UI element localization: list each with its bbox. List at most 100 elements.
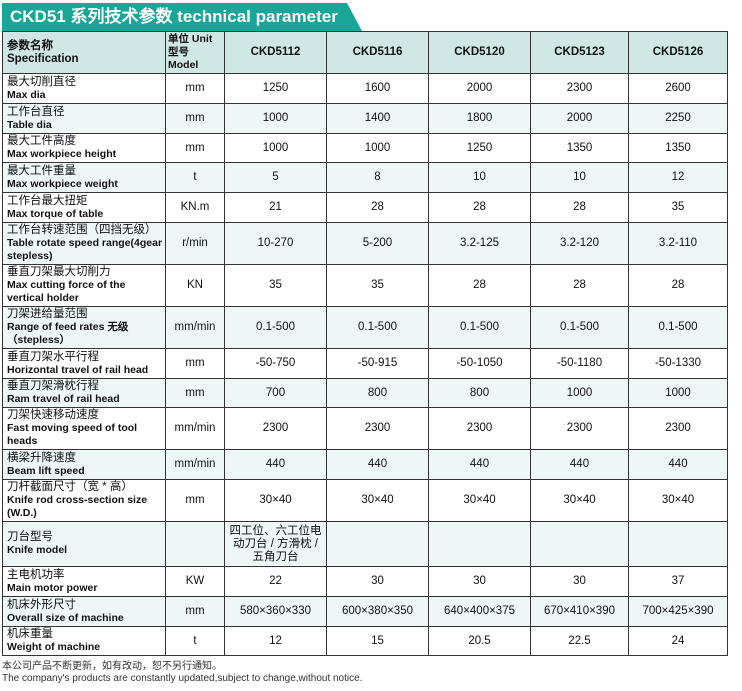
value-cell: 2600 — [628, 73, 728, 104]
spec-table: 参数名称 Specification 单位 Unit 型号 Model CKD511… — [2, 31, 728, 656]
model-header: CKD5126 — [628, 31, 728, 74]
spec-en: Ram travel of rail head — [7, 393, 120, 405]
value-cell: 21 — [224, 192, 327, 223]
value-cell: 35 — [628, 192, 728, 223]
unit-cell — [165, 521, 225, 567]
value-cell: 2300 — [530, 407, 629, 450]
value-cell: 12 — [628, 162, 728, 193]
value-cell: 30 — [326, 566, 429, 597]
spec-cn: 主电机功率 — [7, 568, 65, 581]
spec-cn: 横梁升降速度 — [7, 451, 76, 464]
spec-en: Knife rod cross-section size (W.D.) — [7, 494, 148, 519]
value-cell: 20.5 — [428, 626, 531, 656]
spec-cell: 最大工件重量 Max workpiece weight — [2, 162, 166, 193]
spec-cn: 最大工件重量 — [7, 164, 76, 177]
spec-cell: 主电机功率 Main motor power — [2, 566, 166, 597]
spec-cn: 最大工件高度 — [7, 135, 76, 147]
spec-cn: 刀架进给量范围 — [7, 308, 88, 320]
value-cell: 10 — [428, 162, 531, 193]
model-header: CKD5123 — [530, 31, 629, 74]
value-cell: 30×40 — [530, 479, 629, 522]
table-row: 机床外形尺寸 Overall size of machine mm 580×360×3… — [2, 596, 728, 627]
value-cell: -50-915 — [326, 348, 429, 379]
spec-en: Max torque of table — [7, 207, 104, 220]
value-cell: 30×40 — [326, 479, 429, 522]
value-cell: 2300 — [530, 73, 629, 104]
spec-en: Beam lift speed — [7, 464, 85, 477]
value-cell: 2250 — [628, 103, 728, 134]
value-cell: 1000 — [224, 133, 327, 163]
value-cell: 四工位、六工位电动刀台 / 方滑枕 / 五角刀台 — [224, 521, 327, 567]
unit-cell: mm — [165, 479, 225, 522]
value-cell: 35 — [224, 264, 327, 307]
spec-cell: 最大工件高度 Max workpiece height — [2, 133, 166, 163]
value-cell: 2000 — [530, 103, 629, 134]
table-row: 刀架快速移动速度 Fast moving speed of tool heads m… — [2, 407, 728, 450]
unit-header-cn: 单位 Unit — [168, 33, 213, 45]
value-cell: 35 — [326, 264, 429, 307]
spec-cell: 工作台转速范围（四挡无级） Table rotate speed range(4g… — [2, 222, 166, 265]
table-row: 垂直刀架水平行程 Horizontal travel of rail head mm… — [2, 348, 728, 379]
value-cell: 5-200 — [326, 222, 429, 265]
value-cell: 1800 — [428, 103, 531, 134]
spec-cn: 刀台型号 — [7, 531, 53, 543]
value-cell: 30×40 — [224, 479, 327, 522]
spec-en: Main motor power — [7, 581, 98, 594]
value-cell: 1000 — [530, 378, 629, 408]
spec-cell: 最大切削直径 Max dia — [2, 73, 166, 104]
spec-en: Range of feed rates 无级（stepless） — [7, 321, 129, 346]
value-cell: 30×40 — [428, 479, 531, 522]
value-cell: 37 — [628, 566, 728, 597]
value-cell: 15 — [326, 626, 429, 656]
value-cell: 0.1-500 — [428, 306, 531, 349]
table-header: 参数名称 Specification 单位 Unit 型号 Model CKD511… — [2, 31, 728, 74]
unit-cell: KW — [165, 566, 225, 597]
value-cell: 28 — [326, 192, 429, 223]
model-header: CKD5112 — [224, 31, 327, 74]
unit-cell: mm — [165, 103, 225, 134]
value-cell: 10-270 — [224, 222, 327, 265]
unit-cell: mm — [165, 73, 225, 104]
unit-cell: r/min — [165, 222, 225, 265]
value-cell: 2300 — [326, 407, 429, 450]
value-cell: 28 — [428, 192, 531, 223]
value-cell: 24 — [628, 626, 728, 656]
spec-cell: 垂直刀架水平行程 Horizontal travel of rail head — [2, 348, 166, 379]
value-cell — [326, 521, 429, 567]
value-cell: 8 — [326, 162, 429, 193]
value-cell: 22.5 — [530, 626, 629, 656]
spec-en: Fast moving speed of tool heads — [7, 422, 138, 447]
value-cell: 440 — [224, 449, 327, 480]
value-cell: 2000 — [428, 73, 531, 104]
value-cell: 440 — [530, 449, 629, 480]
spec-en: Max cutting force of the vertical holder — [7, 279, 126, 304]
value-cell: 2300 — [628, 407, 728, 450]
unit-cell: t — [165, 626, 225, 656]
value-cell: 3.2-125 — [428, 222, 531, 265]
value-cell: 700 — [224, 378, 327, 408]
table-row: 最大工件高度 Max workpiece height mm 1000 1000 1250… — [2, 133, 728, 163]
spec-cell: 垂直刀架最大切削力 Max cutting force of the vertic… — [2, 264, 166, 307]
unit-cell: mm — [165, 348, 225, 379]
value-cell: 28 — [428, 264, 531, 307]
table-row: 工作台转速范围（四挡无级） Table rotate speed range(4g… — [2, 222, 728, 265]
table-row: 最大工件重量 Max workpiece weight t 5 8 10 10 12 — [2, 162, 728, 193]
unit-cell: KN.m — [165, 192, 225, 223]
value-cell: 30 — [530, 566, 629, 597]
spec-header-en: Specification — [7, 52, 79, 65]
spec-en: Max workpiece height — [7, 148, 117, 160]
spec-cell: 工作台直径 Table dia — [2, 103, 166, 134]
spec-cn: 最大切削直径 — [7, 75, 76, 88]
spec-cell: 刀杆截面尺寸（宽 * 高） Knife rod cross-section siz… — [2, 479, 166, 522]
value-cell: 580×360×330 — [224, 596, 327, 627]
spec-cell: 刀架快速移动速度 Fast moving speed of tool heads — [2, 407, 166, 450]
value-cell: 5 — [224, 162, 327, 193]
unit-cell: KN — [165, 264, 225, 307]
value-cell: 800 — [428, 378, 531, 408]
spec-cn: 刀架快速移动速度 — [7, 409, 99, 421]
value-cell: 440 — [428, 449, 531, 480]
spec-cell: 垂直刀架滑枕行程 Ram travel of rail head — [2, 378, 166, 408]
footer-en: The company's products are constantly up… — [2, 673, 363, 684]
spec-en: Knife model — [7, 544, 68, 556]
